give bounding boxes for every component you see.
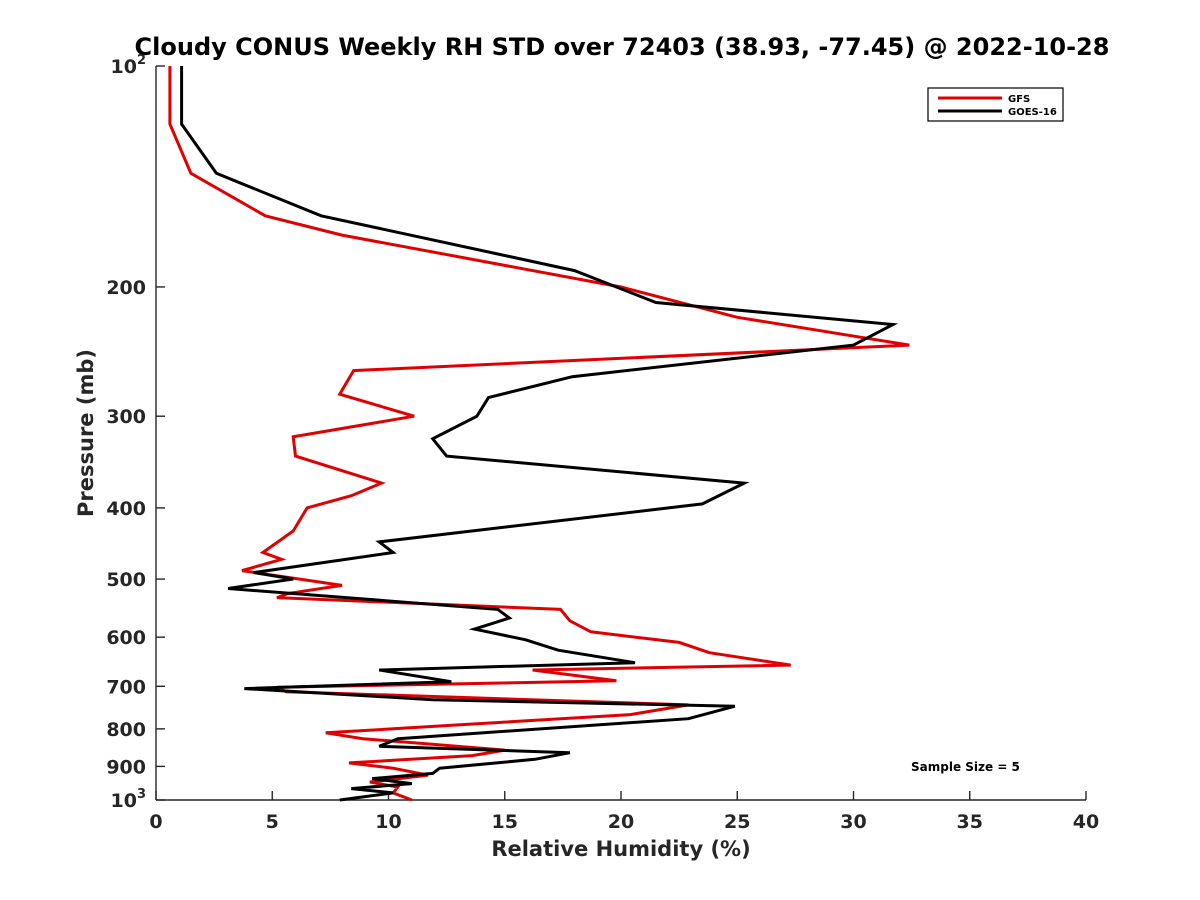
x-tick-label: 0 [149,811,162,833]
legend-label-goes-16: GOES-16 [1008,107,1057,118]
x-tick-label: 30 [840,811,866,833]
x-tick-label: 20 [608,811,634,833]
x-tick-label: 35 [957,811,983,833]
legend-box [927,87,1064,122]
plot-area [155,66,1086,801]
y-tick-label: 103 [111,787,147,812]
x-tick-label: 10 [375,811,401,833]
sample-size-annotation: Sample Size = 5 [911,760,1020,774]
chart-title: Cloudy CONUS Weekly RH STD over 72403 (3… [135,33,1110,61]
y-tick-label: 700 [106,676,146,698]
y-tick-label: 200 [106,277,146,299]
x-axis-label: Relative Humidity (%) [491,837,750,861]
legend-label-gfs: GFS [1008,94,1030,105]
y-tick-label: 800 [106,719,146,741]
x-tick-label: 5 [266,811,279,833]
y-tick-label: 102 [111,53,147,78]
series-line-goes-16 [180,66,899,802]
y-tick-label: 400 [106,498,146,520]
y-ticks: 102 200 300 400 500 600 700 800 900 103 [106,53,165,812]
legend: GFS GOES-16 [927,87,1064,122]
x-tick-label: 40 [1073,811,1099,833]
x-tick-label: 15 [492,811,518,833]
series-lines [168,66,910,802]
y-tick-label: 900 [106,756,146,778]
x-tick-label: 25 [724,811,750,833]
series-line-gfs [168,66,910,802]
y-tick-label: 600 [106,627,146,649]
y-tick-label: 500 [106,569,146,591]
y-axis-label: Pressure (mb) [74,349,98,517]
y-tick-label: 300 [106,406,146,428]
x-ticks: 0 5 10 15 20 25 30 35 40 [149,791,1099,833]
